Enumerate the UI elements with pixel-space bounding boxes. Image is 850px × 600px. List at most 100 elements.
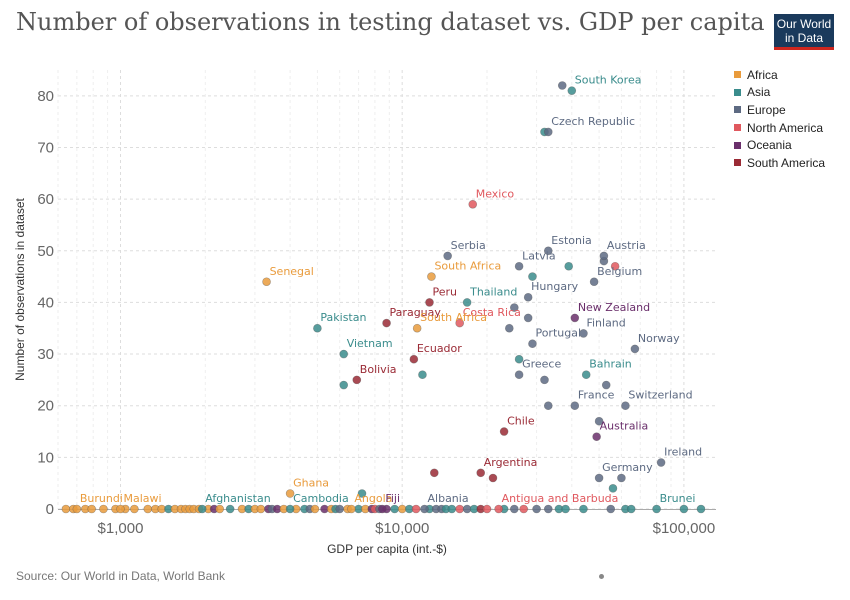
- data-point: [696, 504, 706, 514]
- data-point-senegal: [262, 277, 271, 287]
- data-point: [626, 504, 636, 514]
- data-point: [608, 484, 618, 493]
- data-point-costa-rica: [455, 318, 464, 328]
- data-point: [335, 504, 345, 514]
- point-label: South Africa: [420, 311, 487, 324]
- point-label: Senegal: [270, 265, 314, 278]
- data-point-south-korea: [567, 86, 577, 95]
- data-point: [143, 504, 153, 514]
- data-point-malawi: [116, 504, 125, 514]
- data-point: [390, 504, 399, 514]
- data-point-pakistan: [313, 323, 322, 333]
- logo-line-2: in Data: [784, 31, 824, 45]
- data-point-albania: [420, 504, 429, 514]
- data-point-paraguay: [382, 318, 391, 328]
- data-point-ireland: [656, 458, 666, 467]
- data-point: [543, 401, 553, 411]
- source-note: Source: Our World in Data, World Bank: [16, 569, 225, 583]
- y-tick-label: 80: [37, 88, 54, 105]
- legend-item-north-america[interactable]: North America: [734, 119, 825, 137]
- point-label: Ireland: [664, 446, 702, 459]
- legend-item-south-america[interactable]: South America: [734, 154, 825, 172]
- x-tick-label: $100,000: [653, 520, 716, 537]
- point-label: Serbia: [451, 239, 486, 252]
- data-point: [523, 313, 533, 323]
- data-point-ghana: [285, 489, 295, 498]
- data-point-argentina: [476, 468, 486, 478]
- y-axis-label: Number of observations in dataset: [13, 197, 27, 380]
- data-point-finland: [579, 329, 588, 338]
- point-label: Peru: [432, 285, 457, 298]
- data-point: [357, 489, 367, 498]
- data-point: [606, 504, 616, 514]
- point-label: Austria: [607, 239, 646, 252]
- point-label: Estonia: [551, 234, 592, 247]
- y-tick-label: 0: [46, 501, 54, 518]
- data-point-czech-republic: [543, 127, 553, 137]
- point-label: Costa Rica: [463, 306, 521, 319]
- legend-item-asia[interactable]: Asia: [734, 84, 825, 102]
- data-point-chile: [499, 427, 509, 436]
- data-point-ecuador: [409, 354, 419, 364]
- point-label: Finland: [586, 316, 625, 329]
- data-point: [610, 261, 620, 271]
- data-point: [411, 504, 421, 514]
- legend-swatch: [734, 88, 741, 96]
- data-point-bolivia: [352, 375, 362, 385]
- point-label: Angola: [354, 492, 392, 505]
- data-point: [87, 504, 96, 514]
- data-point: [617, 473, 626, 483]
- data-point: [679, 504, 689, 514]
- logo-line-1: Our World: [776, 17, 832, 31]
- data-point: [397, 504, 407, 514]
- point-label: Burundi: [80, 492, 123, 505]
- data-point: [310, 504, 320, 514]
- data-point: [215, 504, 225, 514]
- x-axis-label: GDP per capita (int.-$): [327, 542, 447, 556]
- data-point: [594, 416, 604, 426]
- point-label: Antigua and Barbuda: [502, 492, 619, 505]
- data-point-burundi: [72, 504, 82, 514]
- legend-item-oceania[interactable]: Oceania: [734, 136, 825, 154]
- legend-swatch: [734, 141, 741, 149]
- data-point-south-africa: [427, 272, 436, 281]
- legend-swatch: [734, 159, 741, 167]
- data-point: [505, 323, 514, 333]
- data-point-latvia: [514, 261, 524, 271]
- point-label: Paraguay: [390, 306, 442, 319]
- legend: Africa Asia Europe North America Oceania Sout…: [734, 66, 825, 172]
- point-label: Latvia: [522, 249, 556, 262]
- legend-item-europe[interactable]: Europe: [734, 101, 825, 119]
- point-label: Portugal: [535, 327, 581, 340]
- data-point: [339, 380, 349, 390]
- point-label: Switzerland: [628, 389, 692, 402]
- point-label: Argentina: [484, 456, 538, 469]
- data-point-greece: [514, 370, 524, 380]
- data-point-antigua-and-barbuda: [494, 504, 503, 514]
- y-tick-label: 70: [37, 139, 54, 156]
- data-point-bahrain: [581, 370, 591, 380]
- data-point-mexico: [468, 199, 478, 209]
- point-label: Malawi: [123, 492, 161, 505]
- data-point-cambodia: [285, 504, 295, 514]
- data-point: [543, 504, 553, 514]
- data-point-norway: [630, 344, 640, 354]
- data-point: [509, 303, 519, 312]
- data-point: [601, 380, 611, 390]
- point-label: Belgium: [597, 265, 642, 278]
- legend-label: Europe: [747, 102, 786, 117]
- y-tick-label: 10: [37, 449, 54, 466]
- owid-logo[interactable]: Our World in Data: [774, 14, 834, 50]
- data-point-new-zealand: [570, 313, 580, 323]
- y-tick-label: 30: [37, 346, 54, 363]
- y-tick-label: 40: [37, 294, 54, 311]
- point-label: Germany: [602, 461, 653, 474]
- legend-item-africa[interactable]: Africa: [734, 66, 825, 84]
- point-label: Hungary: [531, 280, 578, 293]
- point-label: South Korea: [575, 74, 642, 87]
- data-point-peru: [425, 298, 434, 307]
- point-label: Vietnam: [347, 337, 393, 350]
- data-point: [455, 504, 464, 514]
- point-label: Greece: [522, 358, 561, 371]
